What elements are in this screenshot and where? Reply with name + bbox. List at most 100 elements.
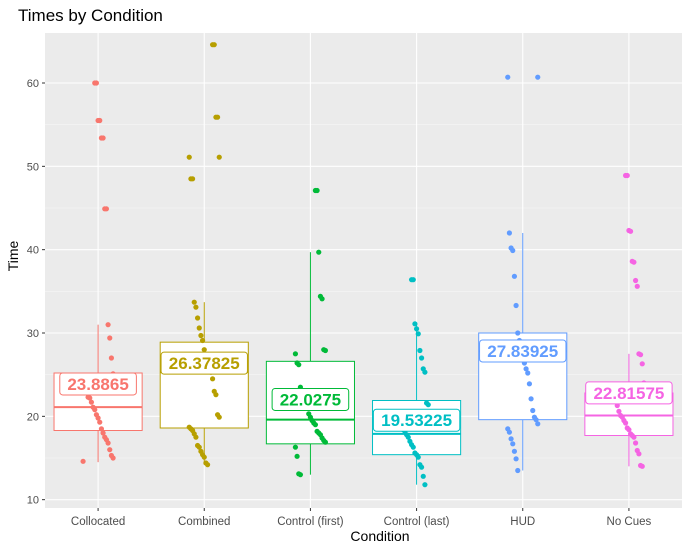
data-point bbox=[216, 154, 222, 160]
data-point bbox=[420, 366, 426, 372]
y-tick-label: 20 bbox=[27, 411, 39, 423]
y-tick-label: 50 bbox=[27, 161, 39, 173]
data-point bbox=[636, 351, 642, 357]
mean-label-box bbox=[160, 351, 248, 375]
mean-label-box bbox=[59, 372, 137, 396]
data-point bbox=[317, 293, 324, 299]
data-point bbox=[102, 434, 108, 440]
data-point bbox=[292, 444, 299, 450]
chart-title: Times by Condition bbox=[18, 6, 163, 25]
data-point bbox=[198, 448, 204, 454]
data-point bbox=[417, 462, 423, 468]
data-point bbox=[92, 80, 98, 86]
data-point bbox=[85, 394, 91, 400]
data-point bbox=[209, 42, 216, 48]
data-point bbox=[632, 277, 639, 284]
data-point bbox=[105, 322, 111, 328]
data-point bbox=[413, 326, 420, 332]
data-point bbox=[423, 400, 430, 406]
x-tick-label: HUD bbox=[510, 516, 535, 528]
data-point bbox=[412, 321, 418, 327]
data-point bbox=[412, 450, 418, 456]
y-tick-label: 10 bbox=[27, 495, 39, 507]
data-point bbox=[201, 347, 207, 353]
data-point bbox=[505, 426, 511, 432]
x-axis-ticks: Collocated Combined Control (first) Control… bbox=[71, 508, 652, 528]
data-point bbox=[627, 431, 634, 437]
data-point bbox=[629, 258, 635, 264]
data-point bbox=[530, 407, 536, 414]
data-point bbox=[316, 249, 322, 255]
data-point bbox=[209, 376, 216, 382]
data-point bbox=[107, 447, 113, 453]
data-point bbox=[88, 399, 95, 405]
data-point bbox=[98, 426, 105, 432]
data-point bbox=[523, 366, 529, 372]
data-point bbox=[632, 440, 639, 446]
data-point bbox=[97, 419, 103, 425]
data-point bbox=[535, 421, 541, 427]
data-point bbox=[420, 473, 426, 479]
data-point bbox=[417, 347, 423, 354]
data-point bbox=[95, 117, 101, 124]
mean-labels: 23.8865 26.37825 22.0275 19.53225 27.83925 22… bbox=[59, 339, 673, 432]
data-point bbox=[505, 74, 511, 80]
y-tick-label: 30 bbox=[27, 328, 39, 340]
data-point bbox=[634, 447, 640, 454]
x-axis-title: Condition bbox=[350, 528, 410, 544]
data-point bbox=[199, 337, 206, 344]
data-point bbox=[508, 436, 514, 442]
data-point bbox=[526, 381, 533, 387]
data-point bbox=[637, 462, 644, 469]
data-point bbox=[531, 414, 538, 420]
x-tick-label: Control (first) bbox=[277, 516, 344, 528]
y-tick-label: 40 bbox=[27, 245, 39, 257]
data-point bbox=[515, 330, 521, 336]
x-tick-label: No Cues bbox=[607, 516, 652, 528]
data-point bbox=[515, 467, 521, 474]
data-point bbox=[194, 315, 201, 321]
data-point bbox=[108, 355, 115, 361]
mean-label: 19.53225 bbox=[381, 411, 452, 430]
data-point bbox=[203, 460, 209, 466]
data-point bbox=[214, 412, 221, 418]
data-point bbox=[294, 360, 300, 366]
data-point bbox=[528, 396, 534, 402]
data-point bbox=[107, 335, 113, 341]
data-point bbox=[535, 74, 541, 80]
mean-label: 27.83925 bbox=[487, 342, 558, 361]
data-point bbox=[193, 304, 199, 310]
y-tick-label: 60 bbox=[27, 78, 39, 90]
data-point bbox=[407, 438, 413, 444]
data-point bbox=[616, 408, 622, 414]
data-point bbox=[639, 361, 645, 367]
data-point bbox=[90, 404, 96, 410]
data-point bbox=[296, 471, 302, 477]
mean-label-box bbox=[372, 408, 461, 432]
data-point bbox=[506, 230, 513, 236]
data-point bbox=[93, 412, 100, 418]
mean-label-box bbox=[585, 381, 673, 405]
data-point bbox=[510, 441, 516, 447]
data-point bbox=[511, 448, 518, 454]
mean-label: 23.8865 bbox=[67, 375, 128, 394]
data-point bbox=[525, 370, 531, 376]
plot-panel bbox=[45, 33, 682, 508]
data-point bbox=[211, 388, 217, 394]
data-point bbox=[511, 273, 518, 279]
data-point bbox=[186, 154, 192, 160]
data-point bbox=[617, 412, 624, 419]
data-point bbox=[213, 114, 219, 120]
data-point bbox=[198, 332, 204, 339]
data-point bbox=[508, 245, 514, 251]
data-point bbox=[513, 302, 519, 309]
mean-label-box bbox=[479, 339, 567, 363]
data-point bbox=[513, 456, 519, 462]
mean-label: 22.81575 bbox=[593, 384, 664, 403]
data-point bbox=[422, 482, 428, 488]
data-point bbox=[321, 347, 327, 353]
data-point bbox=[102, 206, 108, 212]
data-point bbox=[312, 187, 319, 194]
data-point bbox=[80, 458, 86, 464]
